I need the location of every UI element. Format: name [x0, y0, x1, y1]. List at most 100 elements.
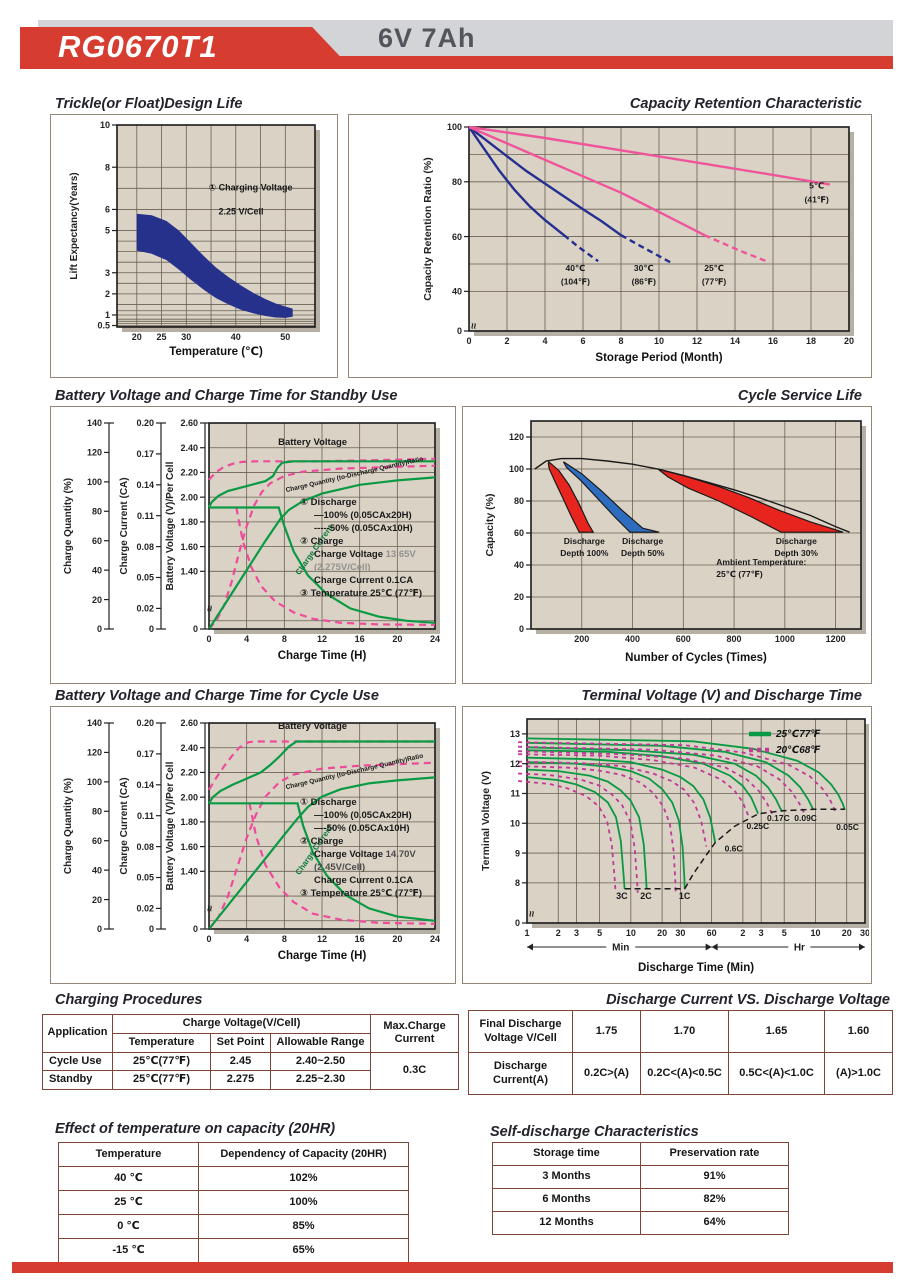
- svg-text:0.17: 0.17: [136, 449, 154, 459]
- svg-text:0.17C: 0.17C: [767, 813, 790, 823]
- svg-text:0: 0: [206, 934, 211, 944]
- svg-text:Charge Time (H): Charge Time (H): [278, 650, 367, 662]
- svg-text:Terminal Voltage (V): Terminal Voltage (V): [480, 771, 492, 871]
- svg-text:-----50% (0.05CAx10H): -----50% (0.05CAx10H): [314, 523, 413, 534]
- terminal-voltage-panel: 3C 2C 1C 0.6C 0.25C 0.17C 0.09C 0.05C 1 2 3 5 10 20 30…: [462, 706, 872, 984]
- svg-text:Battery Voltage: Battery Voltage: [278, 721, 347, 732]
- svg-text:≈: ≈: [467, 323, 479, 329]
- svg-text:2: 2: [504, 336, 509, 346]
- section-title-cycle-charge: Battery Voltage and Charge Time for Cycl…: [55, 688, 379, 704]
- svg-text:8: 8: [618, 336, 623, 346]
- svg-text:20: 20: [392, 634, 402, 644]
- svg-text:① Discharge: ① Discharge: [300, 497, 357, 508]
- svg-text:0: 0: [193, 624, 198, 634]
- svg-text:0.02: 0.02: [136, 604, 154, 614]
- svg-text:Lift Expectancy(Years): Lift Expectancy(Years): [69, 172, 80, 279]
- svg-text:120: 120: [87, 748, 102, 758]
- section-title-trickle: Trickle(or Float)Design Life: [55, 96, 243, 112]
- cell: 82%: [640, 1188, 789, 1212]
- svg-text:60: 60: [92, 836, 102, 846]
- cell: 40 ℃: [58, 1166, 199, 1191]
- svg-text:Charge Voltage 14.70V: Charge Voltage 14.70V: [314, 849, 416, 860]
- svg-text:0.05: 0.05: [136, 573, 154, 583]
- cell: 12 Months: [492, 1211, 641, 1235]
- svg-text:2.40: 2.40: [180, 443, 198, 453]
- svg-text:40: 40: [92, 865, 102, 875]
- self-discharge-table: Storage time Preservation rate 3 Months 9…: [492, 1142, 789, 1235]
- svg-text:80: 80: [92, 506, 102, 516]
- cell: 2.45: [210, 1051, 271, 1072]
- cell: Temperature: [58, 1142, 199, 1167]
- svg-text:① Charging Voltage: ① Charging Voltage: [209, 182, 293, 192]
- svg-text:0: 0: [519, 624, 524, 634]
- svg-text:30: 30: [181, 332, 191, 342]
- cycle-service-life-chart: Discharge Depth 100% Discharge Depth 50% Dis…: [484, 420, 866, 664]
- svg-text:60: 60: [92, 536, 102, 546]
- cell: 1.75: [572, 1010, 641, 1053]
- svg-text:60: 60: [514, 528, 524, 538]
- svg-text:4: 4: [244, 634, 249, 644]
- svg-text:1: 1: [105, 310, 110, 320]
- svg-text:20: 20: [92, 595, 102, 605]
- svg-text:Discharge: Discharge: [776, 536, 817, 546]
- header-strip: [330, 56, 893, 69]
- svg-text:Charge Current 0.1CA: Charge Current 0.1CA: [314, 875, 413, 886]
- svg-text:16: 16: [355, 634, 365, 644]
- svg-text:100: 100: [87, 477, 102, 487]
- cell: 0.3C: [370, 1051, 460, 1090]
- svg-text:20℃68℉: 20℃68℉: [775, 745, 820, 756]
- svg-text:≈: ≈: [203, 605, 215, 611]
- cell: 102%: [198, 1166, 409, 1191]
- cell: Max.Charge Current: [370, 1014, 460, 1053]
- svg-text:0: 0: [97, 624, 102, 634]
- svg-text:30: 30: [675, 928, 685, 938]
- section-title-standby: Battery Voltage and Charge Time for Stan…: [55, 388, 398, 404]
- svg-text:10: 10: [100, 120, 110, 130]
- svg-text:400: 400: [625, 634, 640, 644]
- svg-text:Depth 100%: Depth 100%: [560, 548, 609, 558]
- svg-text:Depth 30%: Depth 30%: [775, 548, 819, 558]
- svg-text:0.11: 0.11: [137, 811, 154, 821]
- svg-text:8: 8: [282, 934, 287, 944]
- svg-text:0.08: 0.08: [136, 542, 154, 552]
- svg-text:40: 40: [92, 565, 102, 575]
- svg-text:1000: 1000: [775, 634, 795, 644]
- svg-text:5: 5: [782, 928, 787, 938]
- svg-text:Charge Time (H): Charge Time (H): [278, 950, 367, 962]
- svg-text:9: 9: [515, 848, 520, 858]
- section-title-terminal: Terminal Voltage (V) and Discharge Time: [581, 688, 862, 704]
- svg-text:3: 3: [105, 268, 110, 278]
- svg-text:10: 10: [654, 336, 664, 346]
- svg-text:50: 50: [280, 332, 290, 342]
- svg-text:12: 12: [317, 634, 327, 644]
- svg-text:≈: ≈: [203, 905, 215, 911]
- svg-text:11: 11: [510, 789, 520, 799]
- svg-text:Discharge Time (Min): Discharge Time (Min): [638, 962, 754, 974]
- model-number: RG0670T1: [58, 29, 218, 64]
- svg-text:0.09C: 0.09C: [794, 813, 817, 823]
- svg-text:8: 8: [515, 878, 520, 888]
- svg-text:Battery Voltage: Battery Voltage: [278, 437, 347, 448]
- svg-text:12: 12: [510, 759, 520, 769]
- svg-text:2.00: 2.00: [180, 792, 198, 802]
- svg-text:0.17: 0.17: [136, 749, 154, 759]
- svg-text:16: 16: [768, 336, 778, 346]
- svg-text:0: 0: [466, 336, 471, 346]
- cell: Storage time: [492, 1142, 641, 1166]
- svg-text:100: 100: [509, 464, 524, 474]
- svg-text:1: 1: [524, 928, 529, 938]
- cell: 25 ℃: [58, 1190, 199, 1215]
- svg-text:4: 4: [542, 336, 547, 346]
- svg-text:Capacity (%): Capacity (%): [484, 493, 496, 556]
- retention-panel: 40℃ (104℉) 30℃ (86℉) 25℃ (77℉) 5℃ (41℉) 0 2 4 6 8 10 1…: [348, 114, 872, 378]
- svg-text:120: 120: [509, 432, 524, 442]
- svg-text:100: 100: [87, 777, 102, 787]
- cell: 1.60: [824, 1010, 893, 1053]
- svg-text:0.25C: 0.25C: [746, 821, 769, 831]
- svg-text:0: 0: [206, 634, 211, 644]
- cell: 65%: [198, 1238, 409, 1263]
- standby-charge-panel: Battery Voltage Charge Quantity (to-Disch…: [50, 406, 456, 684]
